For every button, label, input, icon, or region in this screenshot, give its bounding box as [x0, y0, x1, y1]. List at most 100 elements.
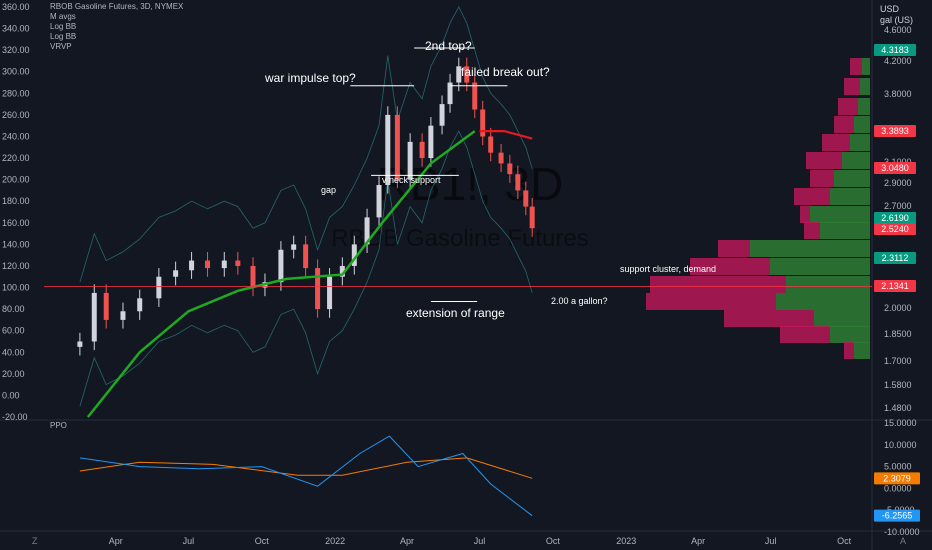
ppo-axis-tick: 5.0000	[884, 462, 912, 472]
volume-profile-bar	[800, 206, 810, 223]
volume-profile-bar	[850, 58, 862, 75]
price-badge	[874, 125, 916, 137]
price-axis-tick: 200.00	[2, 175, 30, 185]
ppo-title: PPO	[50, 421, 67, 430]
candle-body	[428, 125, 434, 159]
candle-body	[235, 260, 241, 266]
price-axis-tick: 320.00	[2, 45, 30, 55]
ppo-axis-tick: 15.0000	[884, 418, 917, 428]
candle-body	[456, 66, 462, 83]
price-badge-label: 2.1341	[881, 281, 909, 291]
price-axis-tick: 2.9000	[884, 178, 912, 188]
annotation-support-cluster: support cluster, demand	[620, 264, 716, 274]
candle-body	[480, 109, 486, 137]
ppo-badge-label: 2.3079	[883, 473, 911, 483]
candle-body	[385, 114, 391, 186]
volume-profile-bar	[850, 134, 870, 151]
ppo-badge	[874, 472, 920, 485]
price-badge	[874, 280, 916, 292]
time-axis-tick: 2022	[325, 536, 345, 546]
price-axis-tick: 80.00	[2, 304, 25, 314]
timezone-button[interactable]: Z	[32, 536, 38, 546]
candle-body	[120, 311, 126, 320]
candle-body	[189, 260, 195, 271]
ppo-signal-line	[79, 457, 533, 479]
price-badge-label: 2.5240	[881, 224, 909, 234]
ppo-badge-label: -6.2565	[882, 511, 913, 521]
time-axis-tick: Jul	[765, 536, 777, 546]
price-axis-tick: 120.00	[2, 261, 30, 271]
candle-body	[419, 141, 425, 159]
time-axis-tick: 2023	[616, 536, 636, 546]
candle-body	[339, 265, 345, 277]
price-axis-tick: 0.00	[2, 390, 20, 400]
price-axis-tick: 1.5800	[884, 380, 912, 390]
volume-profile-bar	[860, 78, 870, 95]
time-axis-tick: Apr	[400, 536, 414, 546]
price-axis-tick: 260.00	[2, 110, 30, 120]
volume-profile-bar	[842, 152, 870, 169]
time-axis-tick: Jul	[183, 536, 195, 546]
volume-profile-bar	[646, 293, 776, 310]
price-axis-tick: 340.00	[2, 24, 30, 34]
annotation-war-top: war impulse top?	[264, 71, 356, 85]
volume-profile-bar	[750, 240, 870, 257]
volume-profile-bar	[794, 188, 830, 205]
indicator-label[interactable]: Log BB	[50, 32, 77, 41]
volume-profile-bar	[820, 222, 870, 239]
price-axis-tick: 4.2000	[884, 56, 912, 66]
annotation-two-dollars: 2.00 a gallon?	[551, 296, 608, 306]
candle-body	[498, 152, 504, 164]
candle-body	[303, 244, 309, 269]
price-badge-label: 4.3183	[881, 45, 909, 55]
candle-body	[156, 276, 162, 299]
candle-body	[447, 82, 453, 105]
volume-profile-bar	[814, 310, 870, 327]
volume-profile-bar	[854, 116, 870, 133]
indicator-label[interactable]: M avgs	[50, 12, 76, 21]
candle-body	[173, 270, 179, 277]
candle-body	[394, 114, 400, 180]
volume-profile-bar	[844, 342, 854, 359]
candle-body	[515, 174, 521, 191]
bollinger-lower-line	[79, 130, 533, 407]
indicator-label[interactable]: VRVP	[50, 42, 72, 51]
price-badge-label: 3.0480	[881, 163, 909, 173]
indicator-label[interactable]: Log BB	[50, 22, 77, 31]
unit-label: gal (US)	[880, 15, 914, 25]
price-axis-tick: 240.00	[2, 131, 30, 141]
price-axis-tick: 20.00	[2, 369, 25, 379]
volume-profile-bar	[780, 326, 830, 343]
watermark-name: RBOB Gasoline Futures	[331, 225, 588, 252]
volume-profile-bar	[724, 310, 814, 327]
candle-body	[439, 104, 445, 126]
volume-profile-bar	[830, 188, 870, 205]
candle-body	[77, 341, 83, 347]
auto-scale-button[interactable]: A	[900, 536, 907, 546]
candle-body	[529, 206, 535, 229]
price-axis-tick: 1.8500	[884, 329, 912, 339]
candle-body	[315, 268, 321, 310]
volume-profile-bar	[834, 170, 870, 187]
price-axis-tick: 280.00	[2, 88, 30, 98]
moving-average-fast	[479, 130, 533, 140]
volume-profile-bar	[650, 276, 786, 293]
volume-profile-bar	[810, 206, 870, 223]
time-axis-tick: Jul	[474, 536, 486, 546]
volume-profile-bar	[804, 222, 820, 239]
price-axis-tick: 300.00	[2, 67, 30, 77]
price-badge-label: 2.3112	[882, 253, 909, 263]
moving-average-slow	[86, 130, 476, 418]
volume-profile-bar	[844, 78, 860, 95]
annotation-gap: gap	[321, 185, 336, 195]
candle-body	[488, 136, 494, 153]
time-axis-tick: Oct	[546, 536, 561, 546]
price-axis-tick: -20.00	[2, 412, 28, 422]
candle-body	[407, 141, 413, 180]
candle-body	[205, 260, 211, 269]
candle-body	[327, 276, 333, 310]
price-axis-tick: 1.4800	[884, 403, 912, 413]
price-axis-tick: 4.6000	[884, 25, 912, 35]
volume-profile-bar	[690, 258, 770, 275]
